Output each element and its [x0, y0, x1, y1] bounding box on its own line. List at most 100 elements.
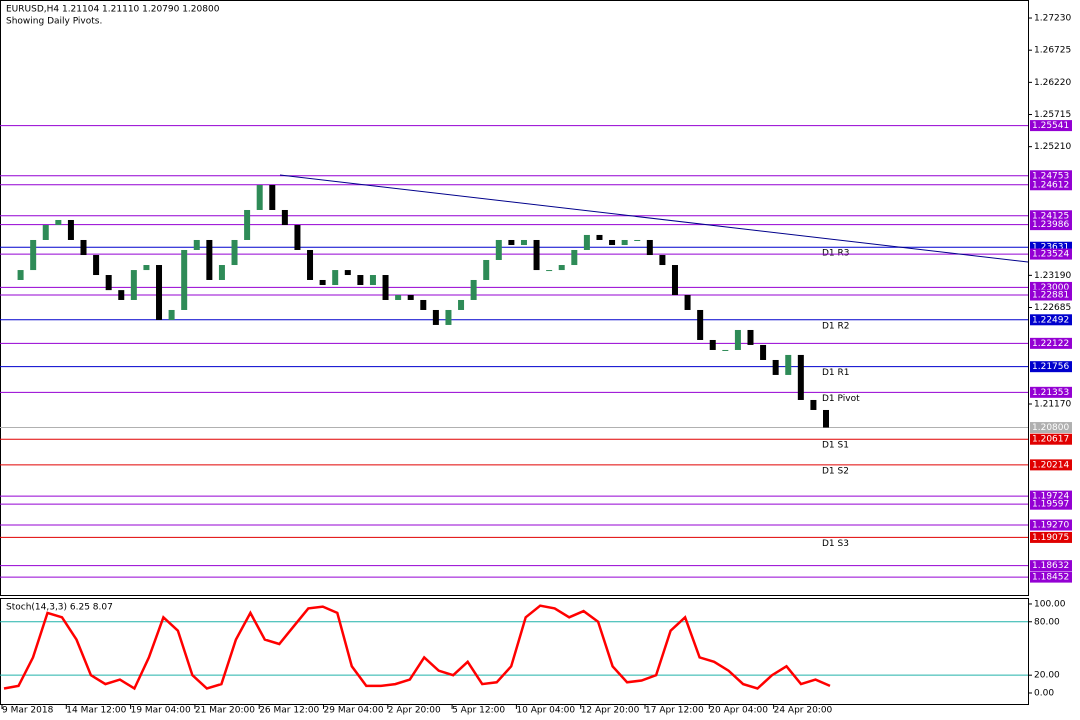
candle-body — [17, 270, 24, 280]
level-box — [1030, 433, 1072, 445]
candle-body — [55, 219, 62, 226]
candle-body — [621, 239, 628, 246]
candle-body — [797, 354, 804, 400]
level-label: 1.25541 — [1032, 121, 1069, 131]
level-label: 1.21756 — [1032, 362, 1069, 372]
candle-body — [823, 409, 829, 428]
level-label: 1.23524 — [1032, 250, 1069, 260]
candle-body — [596, 234, 603, 240]
candle-body — [42, 225, 49, 240]
level-name: D1 Pivot — [822, 394, 860, 404]
candle-body — [244, 209, 251, 240]
candle-body — [256, 185, 263, 210]
candle-body — [495, 239, 502, 260]
level-label: 1.24612 — [1032, 180, 1069, 190]
candle-body — [80, 239, 87, 256]
candle-body — [634, 239, 641, 241]
level-label: 1.19597 — [1032, 500, 1069, 510]
candle-body — [747, 329, 754, 345]
candle-body — [420, 299, 427, 310]
level-box — [1030, 571, 1072, 583]
stoch-tick-label: 100.00 — [1034, 599, 1066, 609]
level-label: 1.20214 — [1032, 460, 1069, 470]
x-tick-label: 9 Mar 2018 — [2, 706, 54, 716]
header: EURUSD,H4 1.21104 1.21110 1.20790 1.2080… — [6, 5, 220, 15]
candle-body — [533, 239, 540, 271]
candle-body — [118, 290, 125, 300]
candle-body — [671, 265, 678, 296]
level-box — [1030, 519, 1072, 531]
x-tick-label: 14 Mar 12:00 — [66, 706, 126, 716]
level-name: D1 S3 — [822, 539, 849, 549]
candle-body — [193, 239, 200, 250]
level-label: 1.24125 — [1032, 211, 1069, 221]
level-label: 1.20617 — [1032, 435, 1069, 445]
level-box — [1030, 498, 1072, 510]
level-name: D1 S2 — [822, 466, 849, 476]
candle-body — [609, 239, 616, 246]
x-tick-label: 29 Mar 04:00 — [324, 706, 384, 716]
subtitle: Showing Daily Pivots. — [6, 17, 102, 27]
candle-body — [760, 344, 767, 360]
level-label: 1.19270 — [1032, 521, 1069, 531]
candle-body — [646, 239, 653, 256]
candle-body — [697, 309, 704, 340]
candle-body — [483, 259, 490, 280]
level-label: 1.23986 — [1032, 220, 1069, 230]
candle-body — [93, 255, 100, 276]
level-box — [1030, 531, 1072, 543]
level-label: 1.19075 — [1032, 533, 1069, 543]
y-tick-label: 1.26725 — [1034, 46, 1071, 56]
level-box — [1030, 210, 1072, 222]
y-tick-label: 1.23190 — [1034, 271, 1071, 281]
candle-body — [583, 234, 590, 250]
candle-body — [369, 275, 376, 286]
x-tick-label: 12 Apr 20:00 — [581, 706, 640, 716]
candle-body — [520, 239, 527, 246]
level-label: 1.20800 — [1032, 423, 1069, 433]
candle-body — [67, 219, 74, 240]
level-label: 1.21353 — [1032, 388, 1069, 398]
candle-body — [734, 329, 741, 350]
candle-body — [218, 265, 225, 280]
candle-body — [546, 270, 553, 272]
level-box — [1030, 289, 1072, 301]
candle-body — [332, 270, 339, 286]
main-frame — [0, 0, 1029, 596]
stoch-tick-label: 0.00 — [1034, 688, 1054, 698]
candle-body — [445, 309, 452, 325]
candle-body — [357, 275, 364, 286]
candle-body — [508, 239, 515, 246]
x-tick-label: 24 Apr 20:00 — [774, 706, 833, 716]
candle-body — [458, 299, 465, 310]
level-name: D1 S1 — [822, 441, 849, 451]
candle-body — [785, 354, 792, 375]
candle-body — [810, 399, 817, 410]
level-box — [1030, 179, 1072, 191]
candle-body — [281, 209, 288, 226]
candle-body — [294, 225, 301, 250]
x-tick-label: 17 Apr 12:00 — [645, 706, 704, 716]
level-label: 1.18632 — [1032, 561, 1069, 571]
candle-body — [684, 295, 691, 310]
candle-body — [659, 255, 666, 266]
candle-body — [558, 265, 565, 271]
candle-body — [231, 239, 238, 266]
candle-body — [470, 279, 477, 300]
level-box — [1030, 241, 1072, 253]
candle-body — [156, 265, 163, 320]
level-name: D1 R2 — [822, 321, 850, 331]
level-box — [1030, 120, 1072, 132]
y-tick-label: 1.25210 — [1034, 142, 1071, 152]
level-box — [1030, 459, 1072, 471]
level-box — [1030, 314, 1072, 326]
candle-body — [181, 249, 188, 310]
stoch-line — [3, 604, 831, 691]
level-box — [1030, 281, 1072, 293]
candle-body — [168, 309, 175, 320]
y-tick-label: 1.25715 — [1034, 110, 1071, 120]
candle-body — [307, 249, 314, 280]
level-box — [1030, 248, 1072, 260]
x-tick-label: 2 Apr 20:00 — [388, 706, 441, 716]
